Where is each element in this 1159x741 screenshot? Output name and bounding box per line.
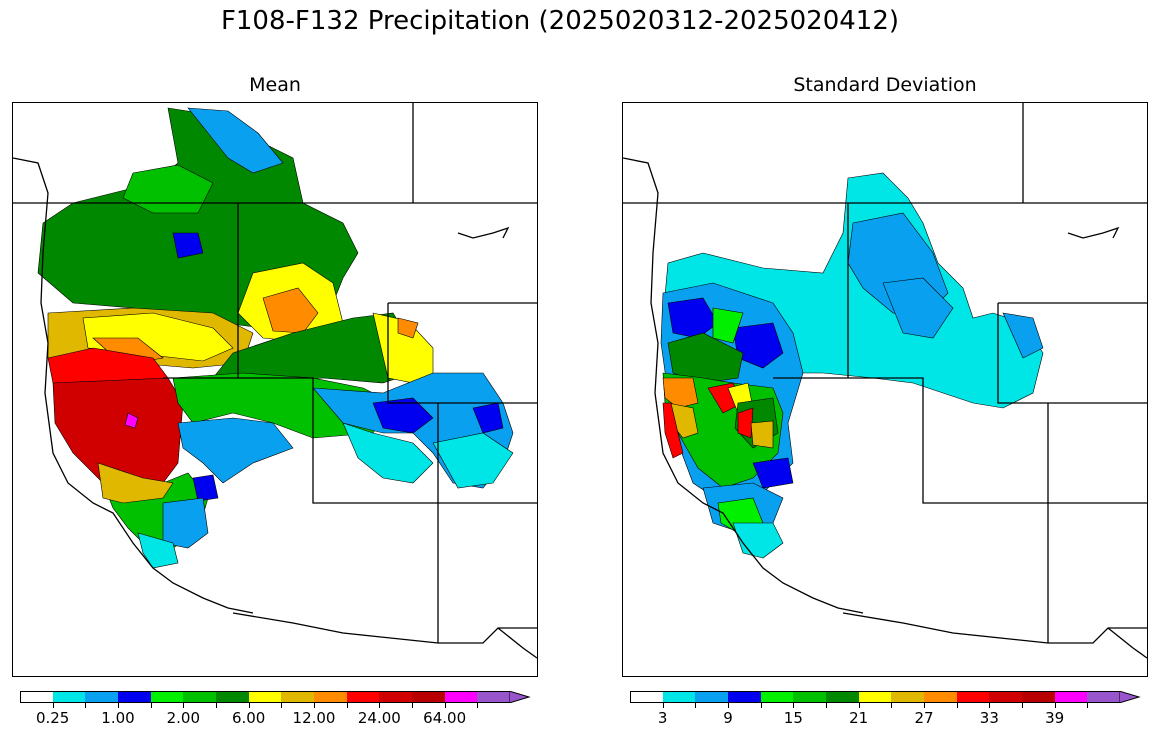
colorbar-tick-label: 12.00 (292, 709, 336, 727)
colorbar-segment (20, 691, 53, 703)
stddev-precip-map (622, 102, 1148, 677)
stddev-region-layer (660, 172, 1044, 559)
colorbar-tick-mark (346, 703, 348, 708)
colorbar-segment (150, 691, 184, 703)
colorbar-tick-mark (858, 703, 860, 708)
colorbar-segment (215, 691, 249, 703)
colorbar-tick-mark (1022, 703, 1023, 708)
colorbar-tick-mark (118, 703, 119, 708)
mean-precip-map (12, 102, 538, 677)
colorbar-segment (891, 691, 924, 703)
colorbar-tick-mark (728, 703, 729, 708)
colorbar-segment (956, 691, 990, 703)
colorbar-tick-mark (924, 703, 925, 708)
mean-colorbar-extend-arrow (509, 691, 531, 703)
colorbar-segment (695, 691, 728, 703)
colorbar-segment (1087, 691, 1120, 703)
mean-panel-title: Mean (249, 74, 301, 96)
stddev-colorbar (630, 691, 1120, 703)
mean-colorbar (20, 691, 510, 703)
colorbar-segment (630, 691, 663, 703)
colorbar-tick-label: 15 (783, 709, 803, 727)
colorbar-tick-mark (444, 703, 446, 708)
colorbar-tick-mark (956, 703, 958, 708)
colorbar-tick-mark (85, 703, 87, 708)
colorbar-tick-mark (662, 703, 664, 708)
colorbar-tick-label: 27 (914, 709, 934, 727)
colorbar-segment (183, 691, 216, 703)
colorbar-tick-mark (1054, 703, 1056, 708)
colorbar-tick-mark (695, 703, 697, 708)
figure-title: F108-F132 Precipitation (2025020312-2025… (220, 6, 900, 36)
colorbar-tick-mark (314, 703, 315, 708)
colorbar-segment (281, 691, 314, 703)
colorbar-segment (444, 691, 478, 703)
colorbar-segment (52, 691, 86, 703)
colorbar-tick-label: 33 (979, 709, 999, 727)
colorbar-tick-mark (379, 703, 381, 708)
colorbar-tick-label: 64.00 (423, 709, 467, 727)
colorbar-tick-label: 6.00 (231, 709, 266, 727)
colorbar-tick-mark (52, 703, 54, 708)
stddev-colorbar-extend-arrow (1119, 691, 1141, 703)
stddev-boundaries-layer (623, 103, 1147, 659)
colorbar-tick-mark (412, 703, 413, 708)
mean-map-svg (13, 103, 537, 659)
stddev-panel-title: Standard Deviation (793, 74, 977, 96)
mean-boundaries-layer (13, 103, 537, 659)
colorbar-tick-mark (248, 703, 250, 708)
colorbar-segment (379, 691, 412, 703)
colorbar-segment (117, 691, 151, 703)
colorbar-tick-mark (183, 703, 185, 708)
colorbar-segment (411, 691, 445, 703)
colorbar-segment (793, 691, 826, 703)
colorbar-tick-mark (216, 703, 217, 708)
mean-region-layer (37, 107, 514, 569)
colorbar-tick-label: 21 (849, 709, 869, 727)
colorbar-tick-mark (989, 703, 991, 708)
stddev-map-svg (623, 103, 1147, 659)
colorbar-tick-mark (477, 703, 479, 708)
colorbar-tick-mark (760, 703, 762, 708)
colorbar-tick-mark (1087, 703, 1089, 708)
colorbar-tick-mark (281, 703, 283, 708)
colorbar-segment (825, 691, 859, 703)
colorbar-segment (727, 691, 761, 703)
colorbar-segment (923, 691, 957, 703)
colorbar-tick-label: 2.00 (166, 709, 201, 727)
colorbar-segment (1054, 691, 1088, 703)
colorbar-tick-label: 39 (1045, 709, 1065, 727)
colorbar-tick-mark (793, 703, 795, 708)
colorbar-segment (477, 691, 510, 703)
colorbar-segment (248, 691, 282, 703)
colorbar-segment (346, 691, 380, 703)
colorbar-tick-label: 3 (657, 709, 668, 727)
colorbar-segment (1021, 691, 1055, 703)
colorbar-segment (760, 691, 794, 703)
colorbar-tick-label: 24.00 (357, 709, 401, 727)
colorbar-tick-mark (150, 703, 152, 708)
colorbar-tick-label: 1.00 (101, 709, 135, 727)
colorbar-tick-mark (891, 703, 893, 708)
colorbar-segment (85, 691, 118, 703)
colorbar-segment (858, 691, 892, 703)
colorbar-tick-mark (826, 703, 827, 708)
colorbar-segment (313, 691, 347, 703)
colorbar-tick-label: 0.25 (35, 709, 70, 727)
colorbar-segment (662, 691, 696, 703)
colorbar-tick-label: 9 (723, 709, 733, 727)
colorbar-segment (989, 691, 1022, 703)
